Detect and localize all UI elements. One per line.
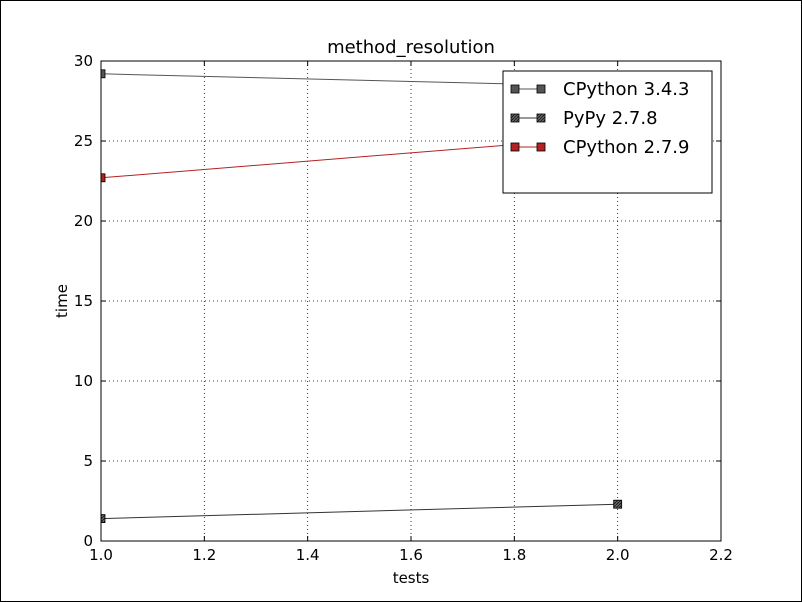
data-point bbox=[101, 69, 106, 79]
y-tick-label: 5 bbox=[83, 452, 93, 470]
legend-marker bbox=[510, 84, 520, 94]
data-point bbox=[613, 499, 623, 509]
y-tick-label: 20 bbox=[74, 212, 93, 230]
x-tick-label: 1.0 bbox=[89, 546, 113, 564]
legend-marker bbox=[536, 142, 546, 152]
x-tick-label: 1.2 bbox=[192, 546, 216, 564]
legend-label: CPython 2.7.9 bbox=[563, 137, 689, 158]
data-point bbox=[101, 173, 106, 183]
data-point bbox=[101, 514, 106, 523]
chart-title: method_resolution bbox=[327, 37, 495, 58]
legend: CPython 3.4.3 PyPy 2.7.8 CPython 2.7.9 bbox=[502, 70, 713, 194]
y-tick-label: 30 bbox=[74, 52, 93, 70]
ticks: 1.0 1.2 1.4 1.6 1.8 2.0 2.2 0 5 10 15 20 25 30 bbox=[74, 52, 733, 564]
series-line-1 bbox=[101, 503, 618, 520]
x-tick-label: 1.8 bbox=[502, 546, 526, 564]
y-tick-label: 10 bbox=[74, 372, 93, 390]
x-tick-label: 2.2 bbox=[709, 546, 733, 564]
x-tick-label: 1.6 bbox=[399, 546, 423, 564]
x-axis-label: tests bbox=[393, 569, 430, 587]
legend-label: CPython 3.4.3 bbox=[563, 79, 689, 100]
legend-label: PyPy 2.7.8 bbox=[563, 108, 658, 129]
legend-marker bbox=[536, 113, 546, 123]
legend-marker bbox=[510, 113, 520, 123]
x-tick-label: 2.0 bbox=[606, 546, 630, 564]
y-axis-label: time bbox=[53, 284, 71, 318]
y-tick-label: 25 bbox=[74, 132, 93, 150]
legend-marker bbox=[510, 142, 520, 152]
x-tick-label: 1.4 bbox=[296, 546, 320, 564]
y-tick-label: 0 bbox=[83, 532, 93, 550]
legend-marker bbox=[536, 84, 546, 94]
y-tick-label: 15 bbox=[74, 292, 93, 310]
